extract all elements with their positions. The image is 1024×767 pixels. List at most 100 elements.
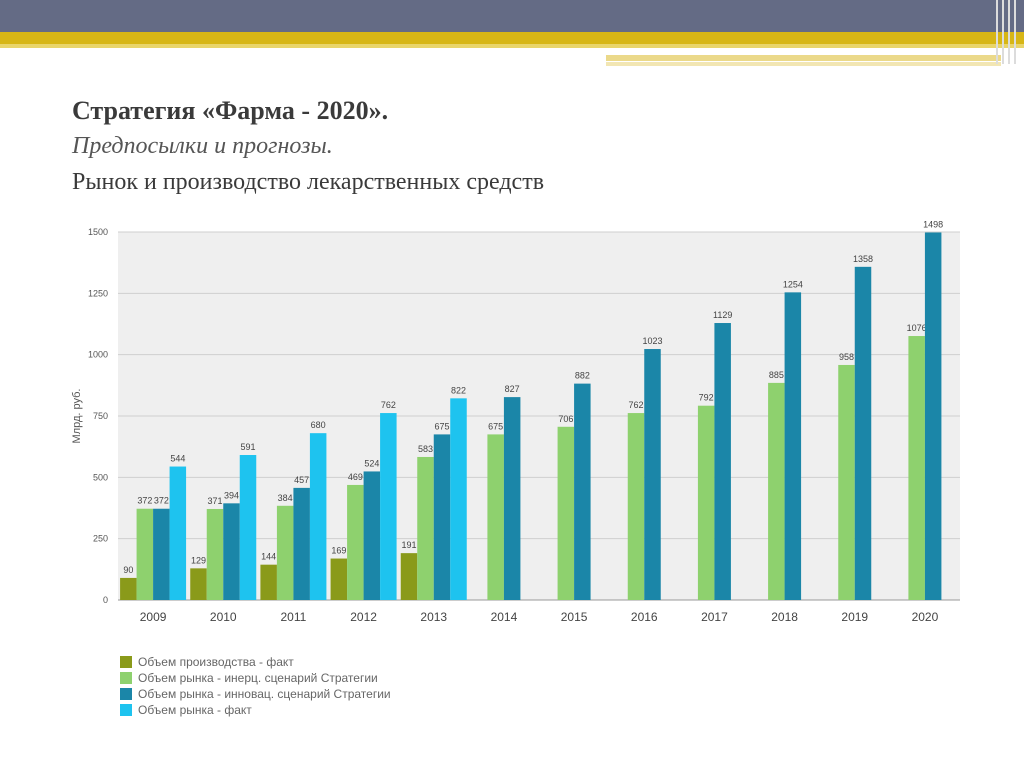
bar (169, 466, 187, 600)
x-tick-label: 2020 (912, 610, 939, 624)
bar (309, 433, 327, 600)
y-tick-label: 500 (93, 472, 108, 482)
legend-label: Объем рынка - инерц. сценарий Стратегии (138, 671, 378, 685)
slide-title-block: Стратегия «Фарма - 2020». Предпосылки и … (72, 93, 772, 200)
bar-value-label: 469 (348, 472, 363, 482)
bar (433, 434, 451, 600)
bar-value-label: 583 (418, 444, 433, 454)
x-tick-label: 2013 (420, 610, 447, 624)
legend-label: Объем рынка - инновац. сценарий Стратеги… (138, 687, 391, 701)
decorative-stripe (996, 0, 998, 64)
bar-value-label: 90 (123, 565, 133, 575)
bar-value-label: 675 (488, 421, 503, 431)
bar-value-label: 792 (699, 393, 714, 403)
y-tick-label: 1000 (88, 350, 108, 360)
y-axis-ticks: 0 250 500 750 1000 1250 1500 (88, 227, 108, 605)
legend-item: Объем производства - факт (120, 654, 391, 670)
bar-value-label: 372 (137, 496, 152, 506)
x-tick-label: 2017 (701, 610, 728, 624)
bar-value-label: 680 (311, 420, 326, 430)
x-tick-label: 2018 (771, 610, 798, 624)
bar (557, 426, 575, 600)
bar (924, 232, 942, 600)
x-tick-label: 2012 (350, 610, 377, 624)
bar-value-label: 129 (191, 555, 206, 565)
bar (487, 434, 504, 600)
decorative-stripe (1002, 0, 1004, 64)
y-tick-label: 0 (103, 595, 108, 605)
bar (627, 413, 645, 600)
x-tick-label: 2009 (140, 610, 167, 624)
x-tick-label: 2015 (561, 610, 588, 624)
x-tick-label: 2019 (841, 610, 868, 624)
bar (400, 553, 418, 600)
bar (714, 323, 731, 600)
bar (293, 487, 310, 600)
decorative-stripe (1014, 0, 1016, 64)
bar (450, 398, 467, 600)
bar-value-label: 706 (558, 414, 573, 424)
legend-item: Объем рынка - инерц. сценарий Стратегии (120, 670, 391, 686)
bar (768, 382, 785, 600)
bar (136, 508, 154, 600)
bar-value-label: 544 (170, 454, 185, 464)
bar (190, 568, 207, 600)
bar-value-label: 1023 (642, 336, 662, 346)
bar-value-label: 591 (240, 442, 255, 452)
bar-value-label: 762 (381, 400, 396, 410)
bar (239, 455, 257, 600)
bar (854, 266, 872, 600)
legend-label: Объем производства - факт (138, 655, 294, 669)
bar (838, 364, 855, 600)
y-tick-label: 250 (93, 534, 108, 544)
bar (206, 508, 224, 600)
bar-value-label: 169 (331, 546, 346, 556)
bar-value-label: 144 (261, 552, 276, 562)
bar (644, 349, 661, 600)
bar-value-label: 524 (364, 458, 379, 468)
bar (697, 405, 715, 600)
bar (503, 397, 521, 600)
bar-value-label: 371 (207, 496, 222, 506)
grid-lines (118, 231, 960, 601)
bar (223, 503, 240, 600)
decorative-line (606, 62, 1001, 66)
bar (417, 456, 434, 600)
bar (330, 558, 348, 600)
y-axis-label: Млрд. руб. (71, 389, 83, 444)
legend-label: Объем рынка - факт (138, 703, 252, 717)
bar-value-label: 885 (769, 370, 784, 380)
bar (276, 505, 294, 600)
bar (380, 413, 397, 600)
slide-title: Стратегия «Фарма - 2020». (72, 96, 389, 125)
legend-swatch (120, 656, 132, 668)
legend-swatch (120, 672, 132, 684)
bar-value-label: 372 (154, 496, 169, 506)
x-tick-label: 2010 (210, 610, 237, 624)
y-tick-label: 1500 (88, 227, 108, 237)
top-banner-dark (0, 0, 1024, 32)
bar-value-label: 1358 (853, 254, 873, 264)
legend-swatch (120, 688, 132, 700)
bar-value-label: 762 (628, 400, 643, 410)
bar (120, 577, 137, 600)
legend-swatch (120, 704, 132, 716)
bar-value-label: 191 (401, 540, 416, 550)
bar-value-label: 1498 (923, 219, 943, 229)
x-tick-label: 2016 (631, 610, 658, 624)
decorative-stripe (1008, 0, 1010, 64)
legend-item: Объем рынка - инновац. сценарий Стратеги… (120, 686, 391, 702)
y-tick-label: 1250 (88, 288, 108, 298)
bar-value-label: 1076 (907, 323, 927, 333)
bar-value-label: 394 (224, 490, 239, 500)
bar (784, 292, 802, 600)
x-tick-label: 2011 (281, 610, 307, 624)
bar-value-label: 882 (575, 371, 590, 381)
bar (347, 484, 364, 600)
top-banner-yellow-highlight (0, 44, 1024, 48)
bar (908, 336, 925, 600)
bar-value-label: 675 (434, 421, 449, 431)
bar-value-label: 822 (451, 385, 466, 395)
